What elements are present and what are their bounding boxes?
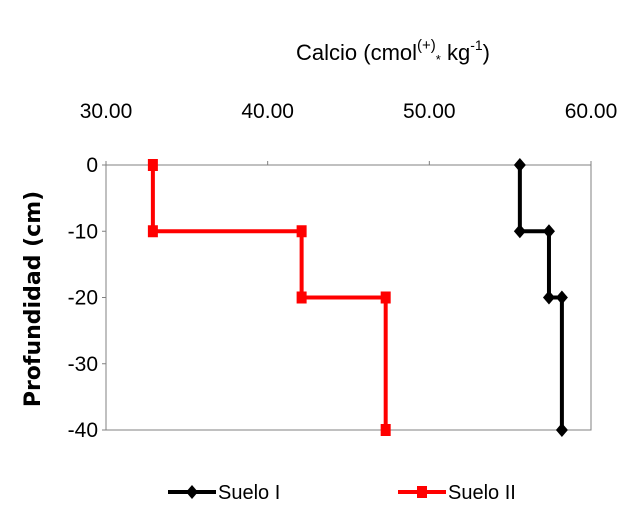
series-line-1 — [517, 165, 564, 430]
legend-item-1: Suelo I — [168, 482, 280, 504]
x-tick-label: 40.00 — [241, 100, 294, 123]
data-point — [555, 423, 568, 437]
legend-label: Suelo II — [448, 482, 516, 504]
data-point — [513, 224, 526, 239]
y-tick-label: 0 — [86, 154, 98, 177]
y-tick-label: -10 — [68, 220, 98, 243]
y-axis-label: Profundidad (cm) — [21, 191, 46, 407]
legend-label: Suelo I — [218, 482, 280, 504]
data-point — [147, 159, 158, 171]
legend-marker — [186, 485, 198, 499]
y-tick-label: -40 — [68, 419, 98, 442]
series-layer — [147, 158, 568, 437]
data-point — [147, 225, 158, 238]
y-tick-label: -30 — [68, 353, 98, 376]
x-tick-label: 50.00 — [403, 100, 456, 123]
y-tick-label: -20 — [68, 287, 98, 310]
data-point — [555, 290, 568, 305]
data-point — [513, 158, 526, 172]
data-point — [380, 291, 391, 304]
legend-item-2: Suelo II — [398, 482, 516, 504]
data-point — [542, 224, 555, 239]
axis-ticks: 30.00 40.00 50.00 60.00 0 -10 -20 -30 -40 — [68, 100, 618, 442]
legend-marker — [417, 486, 427, 498]
data-point — [296, 291, 307, 304]
x-tick-label: 60.00 — [565, 100, 618, 123]
series-line-2 — [150, 165, 388, 430]
data-point — [380, 424, 391, 436]
legend: Suelo I Suelo II — [168, 482, 516, 504]
data-point — [542, 290, 555, 305]
x-tick-label: 30.00 — [80, 100, 133, 123]
data-point — [296, 225, 307, 238]
chart-title: Calcio (cmol(+)* kg-1) — [296, 37, 490, 67]
